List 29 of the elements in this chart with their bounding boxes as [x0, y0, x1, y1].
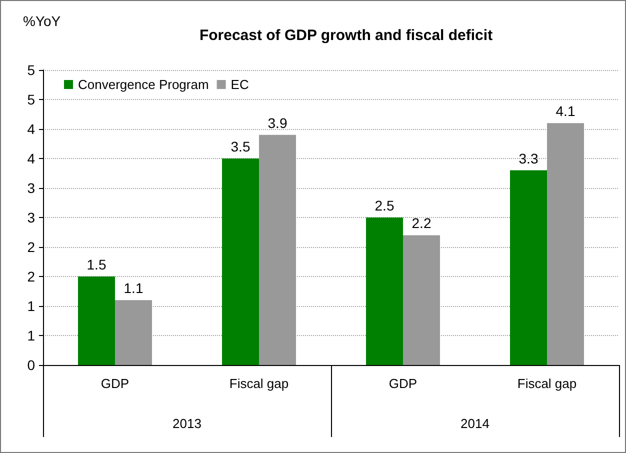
data-label: 3.5	[230, 138, 250, 154]
text: 2014	[460, 416, 490, 431]
data-label: 3.9	[268, 114, 288, 131]
x-tick-label: GDP	[100, 376, 130, 391]
chart-title: Forecast of GDP growth and fiscal deficit	[199, 27, 493, 44]
x-tick-label: Fiscal gap	[229, 376, 289, 391]
y-tick-label: 5	[27, 62, 36, 78]
legend-label: EC	[230, 77, 249, 92]
y-tick-label: 4	[27, 121, 36, 137]
x-tick-label: Fiscal gap	[517, 376, 577, 391]
y-tick-label: 3	[27, 210, 36, 226]
y-tick-label: 4	[27, 150, 36, 166]
data-label: 2.5	[374, 198, 394, 214]
y-tick-label: 0	[27, 357, 36, 373]
data-label: 2.2	[412, 215, 432, 232]
data-label: 1.1	[124, 280, 144, 296]
legend-label: Convergence Program	[78, 77, 209, 92]
data-label: 4.1	[556, 103, 576, 120]
x-tick-label: GDP	[388, 376, 418, 391]
y-tick-label: 1	[27, 328, 36, 344]
y-tick-label: 3	[27, 180, 36, 196]
y-tick-label: 2	[27, 268, 36, 284]
data-label: 3.3	[518, 150, 538, 166]
y-tick-label: 1	[27, 298, 36, 314]
y-axis-title: %YoY	[23, 13, 62, 29]
y-tick-label: 2	[27, 239, 36, 255]
text: 2013	[172, 416, 202, 431]
y-tick-label: 5	[27, 92, 36, 108]
data-label: 1.5	[86, 256, 106, 272]
